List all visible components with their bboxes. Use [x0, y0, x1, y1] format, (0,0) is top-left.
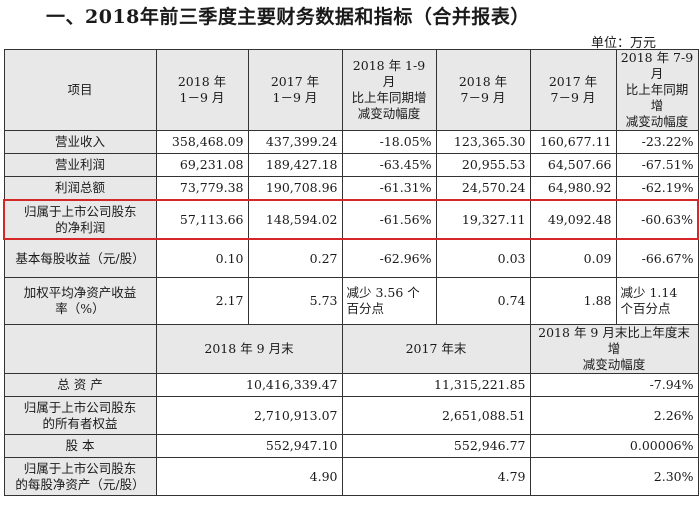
table-cell: 552,946.77	[341, 434, 531, 458]
table-cell: 64,507.66	[529, 153, 617, 177]
financial-table: 项目 2018 年 1－9 月 2017 年 1－9 月 2018 年 1-9 月比…	[3, 49, 699, 496]
table-cell: 2.26%	[529, 396, 699, 435]
table-cell: 73,779.38	[155, 176, 249, 201]
table-cell: 11,315,221.85	[341, 373, 531, 397]
header-2017-q3: 2017 年 7－9 月	[529, 49, 617, 131]
table-cell: 0.27	[247, 238, 343, 278]
table-cell: 57,113.66	[155, 199, 249, 240]
table-row: 总 资 产 10,416,339.47 11,315,221.85 -7.94%	[3, 373, 699, 397]
table-cell: 2,710,913.07	[155, 396, 343, 435]
table-cell: -67.51%	[615, 153, 699, 177]
table-cell: 1.88	[529, 277, 617, 325]
table-cell: -7.94%	[529, 373, 699, 397]
header-2018-sep-end: 2018 年 9 月末	[155, 324, 343, 374]
table-row-highlighted: 归属于上市公司股东 的净利润 57,113.66 148,594.02 -61.5…	[3, 199, 699, 240]
table-row: 营业利润 69,231.08 189,427.18 -63.45% 20,955…	[3, 153, 699, 177]
table-cell: -66.67%	[615, 238, 699, 278]
table-row: 利润总额 73,779.38 190,708.96 -61.31% 24,570…	[3, 176, 699, 201]
table-cell: -23.22%	[615, 130, 699, 154]
table-cell: 190,708.96	[247, 176, 343, 201]
row-label: 股 本	[3, 434, 157, 458]
table-cell: 437,399.24	[247, 130, 343, 154]
header-change-q1-3: 2018 年 1-9 月比上年同期增 减变动幅度	[341, 49, 437, 131]
table-cell: 24,570.24	[435, 176, 531, 201]
row-label: 归属于上市公司股东 的所有者权益	[3, 396, 157, 435]
table-row: 归属于上市公司股东 的每股净资产（元/股） 4.90 4.79 2.30%	[3, 457, 699, 496]
table-cell: 2,651,088.51	[341, 396, 531, 435]
table-cell: 2.30%	[529, 457, 699, 496]
table-cell: 2.17	[155, 277, 249, 325]
unit-label: 单位：万元	[590, 36, 656, 51]
table-row: 加权平均净资产收益 率（%） 2.17 5.73 减少 3.56 个百分点 0.7…	[3, 277, 699, 325]
table-cell: 减少 3.56 个百分点	[341, 277, 437, 325]
table-cell: -62.19%	[615, 176, 699, 201]
table-cell: -61.31%	[341, 176, 437, 201]
table-cell: 358,468.09	[155, 130, 249, 154]
table-row: 基本每股收益（元/股） 0.10 0.27 -62.96% 0.03 0.09 …	[3, 238, 699, 278]
row-label: 基本每股收益（元/股）	[3, 238, 157, 278]
table-cell: 10,416,339.47	[155, 373, 343, 397]
table-cell: -62.96%	[341, 238, 437, 278]
table-cell: 49,092.48	[529, 199, 617, 240]
table-row: 归属于上市公司股东 的所有者权益 2,710,913.07 2,651,088.5…	[3, 396, 699, 435]
table-cell: 20,955.53	[435, 153, 531, 177]
table-cell: 64,980.92	[529, 176, 617, 201]
table-cell: 148,594.02	[247, 199, 343, 240]
table-cell: 4.90	[155, 457, 343, 496]
table-cell: -63.45%	[341, 153, 437, 177]
table-cell: 减少 1.14 个百分点	[615, 277, 699, 325]
header-2017-end: 2017 年末	[341, 324, 531, 374]
header-empty	[3, 324, 157, 374]
table-cell: 0.00006%	[529, 434, 699, 458]
table-cell: 0.74	[435, 277, 531, 325]
table-cell: -60.63%	[615, 199, 699, 240]
header-row: 项目 2018 年 1－9 月 2017 年 1－9 月 2018 年 1-9 月比…	[3, 49, 699, 131]
row-label: 归属于上市公司股东 的每股净资产（元/股）	[3, 457, 157, 496]
table-cell: 123,365.30	[435, 130, 531, 154]
table-cell: 552,947.10	[155, 434, 343, 458]
header-change-year-end: 2018 年 9 月末比上年度末增 减变动幅度	[529, 324, 699, 374]
table-cell: 160,677.11	[529, 130, 617, 154]
header-row-2: 2018 年 9 月末 2017 年末 2018 年 9 月末比上年度末增 减变动…	[3, 324, 699, 374]
row-label: 总 资 产	[3, 373, 157, 397]
table-cell: -18.05%	[341, 130, 437, 154]
table-cell: 4.79	[341, 457, 531, 496]
table-cell: 0.09	[529, 238, 617, 278]
header-2017-q1-3: 2017 年 1－9 月	[247, 49, 343, 131]
page-title: 一、2018年前三季度主要财务数据和指标（合并报表）	[46, 6, 530, 28]
table-cell: 0.03	[435, 238, 531, 278]
row-label: 归属于上市公司股东 的净利润	[3, 199, 157, 240]
table-cell: 189,427.18	[247, 153, 343, 177]
header-item: 项目	[3, 49, 157, 131]
table-cell: 69,231.08	[155, 153, 249, 177]
row-label: 营业收入	[3, 130, 157, 154]
row-label: 营业利润	[3, 153, 157, 177]
table-cell: 0.10	[155, 238, 249, 278]
table-row: 营业收入 358,468.09 437,399.24 -18.05% 123,3…	[3, 130, 699, 154]
header-2018-q1-3: 2018 年 1－9 月	[155, 49, 249, 131]
table-cell: 5.73	[247, 277, 343, 325]
row-label: 利润总额	[3, 176, 157, 201]
table-cell: -61.56%	[341, 199, 437, 240]
table-row: 股 本 552,947.10 552,946.77 0.00006%	[3, 434, 699, 458]
header-change-q3: 2018 年 7-9 月比上年同期增 减变动幅度	[615, 49, 699, 131]
header-2018-q3: 2018 年 7－9 月	[435, 49, 531, 131]
table-cell: 19,327.11	[435, 199, 531, 240]
row-label: 加权平均净资产收益 率（%）	[3, 277, 157, 325]
